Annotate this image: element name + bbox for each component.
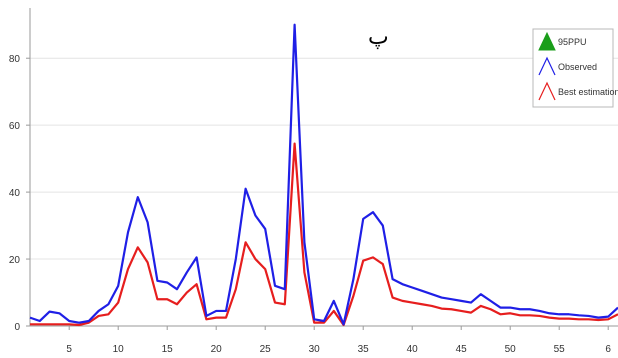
series-lines <box>29 23 618 327</box>
panel-label: پ <box>368 25 389 50</box>
x-tick-label: 10 <box>113 344 125 355</box>
x-tick-label: 50 <box>505 344 517 355</box>
y-tick-label: 60 <box>9 121 21 132</box>
x-tick-label: 35 <box>358 344 370 355</box>
x-tick-label: 45 <box>456 344 468 355</box>
x-tick-label: 25 <box>260 344 272 355</box>
series-line-observed <box>29 23 618 326</box>
legend-swatch-observed <box>538 56 556 76</box>
y-tick-label: 0 <box>14 322 20 333</box>
axes <box>29 8 618 327</box>
x-tick-label: 20 <box>211 344 223 355</box>
y-tick-label: 80 <box>9 54 21 65</box>
series-line-best-estimation <box>30 142 618 327</box>
y-tick-label: 40 <box>9 188 21 199</box>
legend-label-observed: Observed <box>558 62 597 72</box>
legend-swatch-best-estimation <box>538 81 556 101</box>
plot-area <box>30 8 618 326</box>
legend-swatch-95ppu <box>538 31 556 51</box>
x-tick-label: 5 <box>66 344 72 355</box>
x-tick-label: 6 <box>605 344 611 355</box>
x-tick-label: 15 <box>162 344 174 355</box>
x-tick-label: 30 <box>309 344 321 355</box>
y-tick-label: 20 <box>9 255 21 266</box>
legend-label-95ppu: 95PPU <box>558 37 587 47</box>
legend-label-best-estimation: Best estimation <box>558 87 618 97</box>
legend: 95PPU Observed Best estimation <box>532 28 618 108</box>
x-tick-label: 40 <box>407 344 419 355</box>
x-tick-label: 55 <box>554 344 566 355</box>
